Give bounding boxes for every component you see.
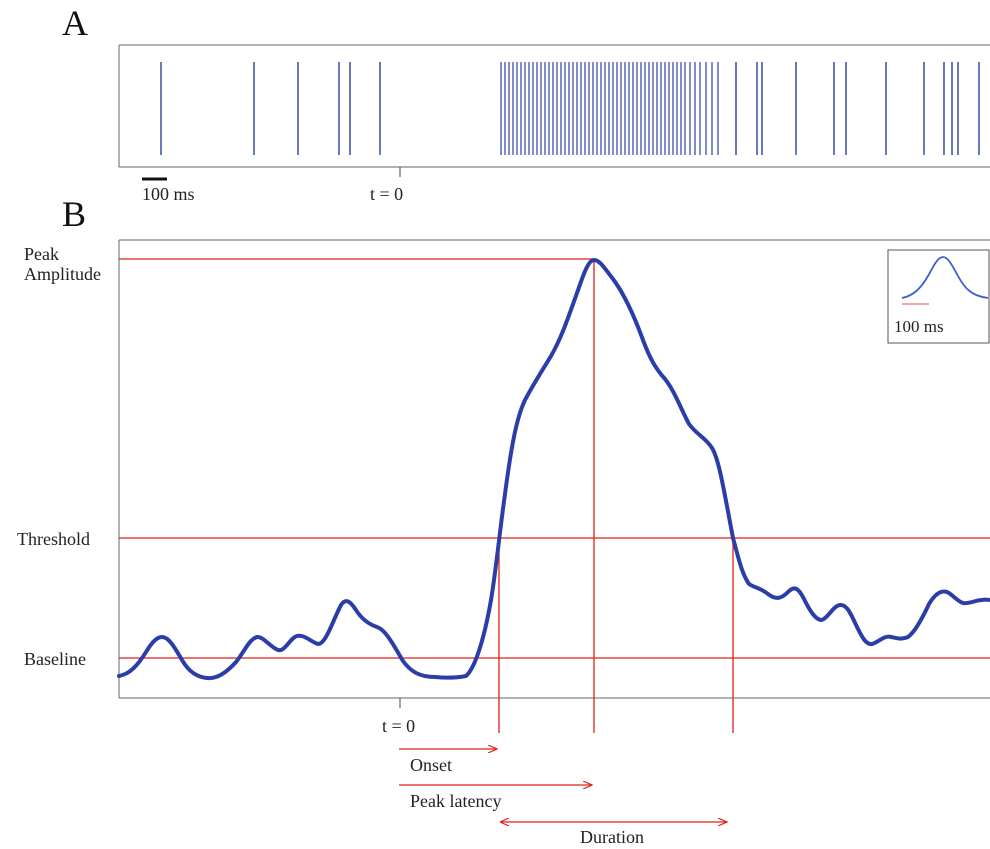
spike-raster bbox=[160, 62, 980, 155]
panel-b-frame bbox=[118, 239, 990, 699]
baseline-label: Baseline bbox=[24, 649, 86, 669]
inset-scale-label: 100 ms bbox=[894, 317, 944, 336]
threshold-label: Threshold bbox=[17, 529, 90, 549]
panel-b-t0-label: t = 0 bbox=[382, 716, 415, 736]
response-curve bbox=[117, 258, 990, 681]
panel-a-scale-label: 100 ms bbox=[142, 184, 195, 204]
duration-label: Duration bbox=[580, 827, 644, 847]
panel-a-frame bbox=[118, 44, 990, 168]
peak-amplitude-label: Peak Amplitude bbox=[24, 244, 101, 284]
gaussian-kernel bbox=[901, 256, 989, 299]
peak-amplitude-label-line1: Peak bbox=[24, 244, 59, 264]
peak-amplitude-label-line2: Amplitude bbox=[24, 264, 101, 284]
panel-a-t0-label: t = 0 bbox=[370, 184, 403, 204]
onset-label: Onset bbox=[410, 755, 452, 775]
panel-a-letter: A bbox=[62, 3, 88, 43]
peak-latency-label: Peak latency bbox=[410, 791, 501, 811]
kernel-inset: 100 ms bbox=[887, 249, 990, 344]
panel-b-letter: B bbox=[62, 194, 86, 234]
